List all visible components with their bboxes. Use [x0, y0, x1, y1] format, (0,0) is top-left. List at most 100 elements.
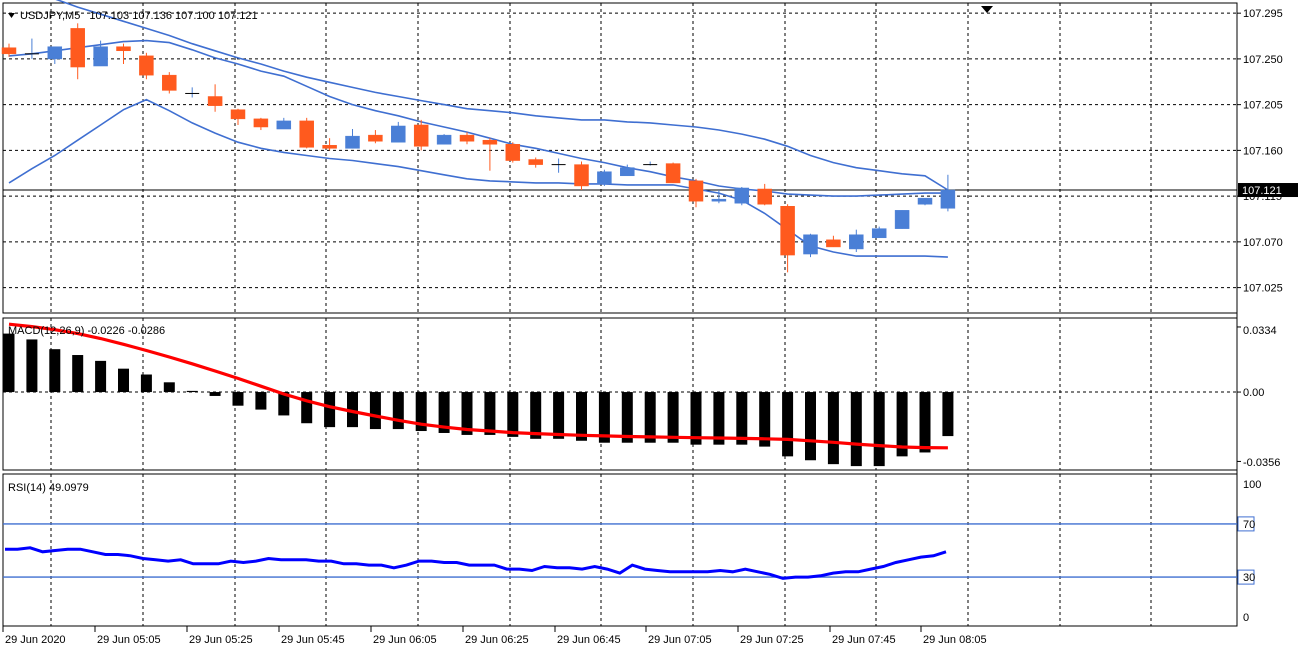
- current-price-tag: [1238, 183, 1298, 198]
- macd-bar: [301, 392, 313, 424]
- candle: [230, 108, 246, 125]
- macd-title: MACD(12,26,9) -0.0226 -0.0286: [8, 325, 165, 337]
- bollinger-middle-line: [8, 39, 948, 197]
- candle: [505, 142, 521, 163]
- macd-bar: [942, 392, 954, 437]
- time-tick-label: 29 Jun 05:25: [189, 634, 253, 646]
- candle: [47, 46, 63, 64]
- price-tick-label: 107.025: [1243, 283, 1283, 295]
- candle-body: [528, 159, 543, 165]
- time-tick-label: 29 Jun 07:25: [740, 634, 804, 646]
- candle: [139, 52, 154, 80]
- candle-body: [322, 145, 337, 149]
- macd-bar: [392, 392, 404, 430]
- rsi-title: RSI(14) 49.0979: [8, 482, 89, 494]
- current-price-label: 107.121: [1242, 185, 1282, 197]
- candle: [597, 169, 612, 186]
- candle: [826, 235, 841, 248]
- rsi-tick-label: 70: [1243, 519, 1255, 531]
- macd-bar: [415, 392, 427, 432]
- macd-bar: [72, 355, 84, 393]
- rsi-level-tag: [1237, 516, 1255, 532]
- candle: [207, 84, 223, 112]
- macd-bar: [782, 392, 794, 457]
- macd-bar: [438, 392, 450, 433]
- candle: [368, 130, 383, 144]
- macd-bar: [95, 360, 107, 393]
- candle: [711, 190, 727, 204]
- time-tick-label: 29 Jun 07:05: [648, 634, 712, 646]
- macd-tick-label: 0.0334: [1243, 325, 1277, 337]
- candle: [620, 164, 635, 177]
- macd-bar: [484, 392, 496, 435]
- macd-bar: [736, 392, 748, 445]
- time-tick-label: 29 Jun 2020: [5, 634, 66, 646]
- price-tick-label: 107.160: [1243, 145, 1283, 157]
- candle-body: [894, 210, 910, 229]
- price-tick-label: 107.295: [1243, 8, 1283, 20]
- symbol-dropdown-icon[interactable]: [8, 13, 15, 18]
- price-tick-label: 107.205: [1243, 100, 1283, 112]
- candle: [574, 161, 589, 191]
- candle-body: [505, 144, 521, 161]
- macd-bar: [461, 392, 473, 435]
- rsi-tick-label: 0: [1243, 612, 1249, 624]
- macd-bar: [118, 368, 129, 393]
- candle-body: [849, 234, 864, 250]
- price-pane-frame: [2, 2, 1238, 314]
- candle: [528, 157, 543, 168]
- macd-bar: [713, 392, 725, 445]
- candle-body: [70, 28, 85, 68]
- candle-body: [917, 197, 933, 205]
- macd-histogram: [3, 322, 954, 467]
- candle-body: [139, 55, 154, 76]
- candle: [413, 119, 429, 151]
- candle: [871, 226, 887, 239]
- candle: [734, 186, 750, 206]
- candle: [70, 23, 85, 80]
- macd-bar: [667, 392, 679, 443]
- candle-body: [482, 139, 498, 145]
- time-tick-label: 29 Jun 06:45: [557, 634, 621, 646]
- chart-shift-marker-icon[interactable]: [981, 6, 993, 13]
- candle: [185, 87, 200, 98]
- candle-body: [734, 187, 750, 204]
- macd-bar: [507, 392, 519, 437]
- candle-body: [620, 167, 635, 177]
- macd-bar: [209, 392, 221, 396]
- macd-bar: [553, 392, 565, 439]
- time-tick-label: 29 Jun 06:05: [373, 634, 437, 646]
- time-tick-label: 29 Jun 05:45: [281, 634, 345, 646]
- candle-body: [1, 47, 17, 55]
- candlestick-series: [1, 23, 956, 273]
- candle-body: [826, 239, 841, 248]
- candle-body: [711, 198, 727, 202]
- candle-body: [803, 234, 818, 255]
- candle-body: [299, 120, 314, 148]
- candle: [482, 138, 498, 171]
- candle: [940, 174, 956, 212]
- candle: [93, 40, 108, 67]
- macd-bar: [278, 392, 290, 416]
- candle: [643, 161, 658, 166]
- macd-pane-frame: [2, 317, 1238, 471]
- candle-body: [665, 163, 681, 184]
- candle-body: [207, 96, 223, 106]
- candle: [322, 138, 337, 151]
- candle-body: [688, 180, 704, 202]
- candle-body: [871, 228, 887, 239]
- candle-body: [345, 135, 360, 149]
- macd-bar: [3, 333, 15, 393]
- macd-bar: [621, 392, 633, 443]
- ohlc-readout: 107.103 107.136 107.100 107.121: [89, 10, 257, 22]
- candle-body: [391, 125, 406, 143]
- macd-tick-label: -0.0356: [1243, 457, 1280, 469]
- price-tick-label: 107.070: [1243, 237, 1283, 249]
- macd-bar: [26, 339, 38, 393]
- candle-body: [757, 188, 772, 205]
- candle: [1, 43, 17, 57]
- candle: [299, 117, 314, 149]
- macd-bar: [873, 392, 885, 467]
